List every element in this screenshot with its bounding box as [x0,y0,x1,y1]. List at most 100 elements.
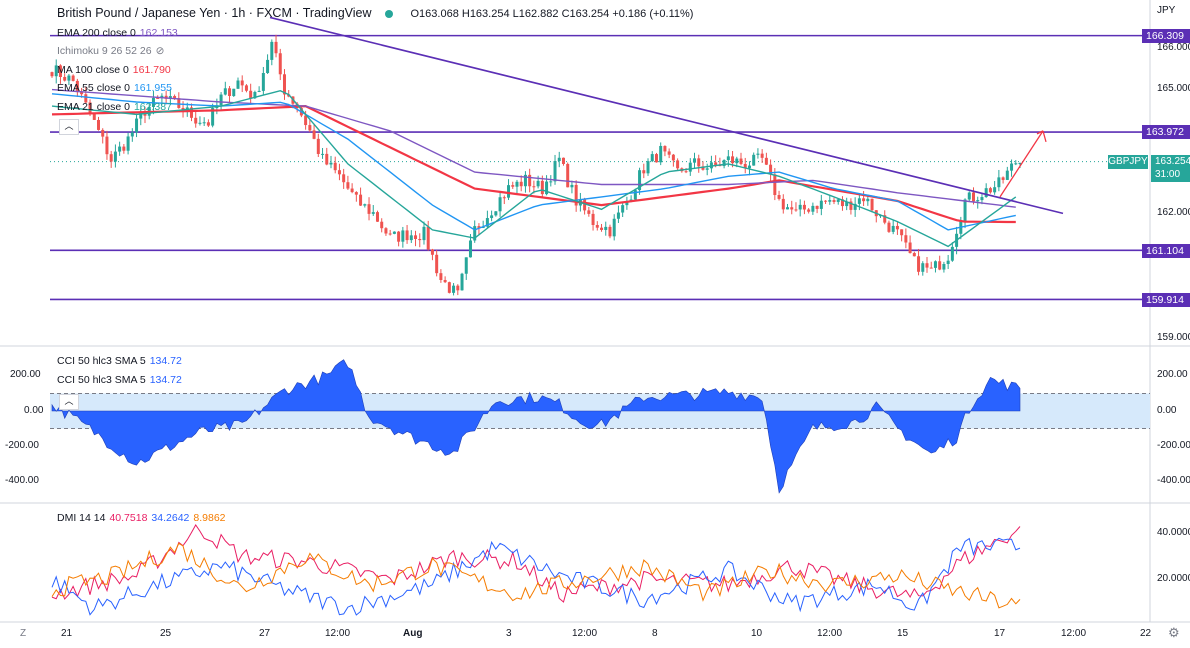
projection-arrow[interactable] [999,130,1044,198]
candle-body [1010,163,1014,171]
candle-body [549,181,553,183]
candle-body [337,170,341,175]
candle-body [773,174,777,196]
candle-body [980,197,984,201]
candle-body [638,170,642,191]
candle-body [612,218,616,237]
gear-icon[interactable]: ⚙ [1168,625,1180,640]
candle-body [857,198,861,204]
ema200-label: EMA 200 close 0 [57,27,136,39]
candle-body [50,72,54,77]
candle-body [570,184,574,188]
last-price-label[interactable]: 163.254 31:00 [1151,155,1190,182]
candle-body [984,188,988,198]
ma100-value: 161.790 [132,64,171,76]
candle-body [950,246,954,261]
candle-body [895,225,899,230]
legend-dmi[interactable]: DMI 14 14 40.7518 34.2642 8.9862 [57,512,226,524]
candle-body [693,158,697,163]
candle-body [350,188,354,193]
candle-body [126,136,130,151]
candle-body [67,75,71,81]
currency-label[interactable]: JPY [1157,5,1176,16]
candle-body [464,257,468,274]
candle-body [604,226,608,230]
candle-body [900,229,904,236]
candle-body [270,41,274,60]
candle-body [697,158,701,167]
legend-ichimoku[interactable]: Ichimoku 9 26 52 26 ⊘ [57,45,164,57]
legend-ema200[interactable]: EMA 200 close 0 162.153 [57,27,178,39]
legend-cci-2[interactable]: CCI 50 hlc3 SMA 5 134.72 [57,374,182,386]
candle-body [887,222,891,232]
candle-body [321,153,325,155]
candle-body [756,153,760,155]
candle-body [397,231,401,242]
candle-body [1005,170,1009,180]
candle-body [490,215,494,219]
candle-body [616,212,620,219]
candle-body [815,205,819,209]
candle-body [667,151,671,155]
candle-body [388,233,392,235]
candle-body [663,145,667,152]
candle-body [764,157,768,165]
candle-body [1001,177,1005,180]
legend-ma100[interactable]: MA 100 close 0 161.790 [57,64,171,76]
candle-body [430,249,434,255]
level-label-2[interactable]: 163.972 [1142,125,1190,139]
candle-body [739,158,743,164]
candle-body [870,198,874,211]
legend-cci-1[interactable]: CCI 50 hlc3 SMA 5 134.72 [57,355,182,367]
candle-body [168,96,172,99]
collapse-legend-button[interactable]: ︿ [59,119,79,135]
candle-body [811,205,815,212]
projection-arrowhead [1036,130,1047,143]
candle-body [84,94,88,103]
candle-body [621,205,625,213]
cci-tick-left: -400.00 [5,475,39,486]
eye-slash-icon[interactable]: ⊘ [155,45,165,57]
candle-body [109,154,113,162]
chart-title: British Pound / Japanese Yen · 1h · FXCM… [57,6,372,20]
cci2-label: CCI 50 hlc3 SMA 5 [57,374,146,386]
candle-body [54,65,58,77]
ma100-line[interactable] [51,104,1016,224]
candle-body [75,80,79,93]
level-label-3[interactable]: 161.104 [1142,244,1190,258]
collapse-cci-button[interactable]: ︿ [59,394,79,410]
dmi-plus-line[interactable] [51,524,1021,603]
cci-histogram[interactable] [51,359,1021,494]
candle-body [135,118,139,133]
candle-body [972,192,976,202]
symbol-badge[interactable]: GBPJPY [1108,155,1148,169]
candle-body [917,256,921,272]
cci-tick: -200.00 [1157,440,1190,451]
legend-ema55[interactable]: EMA 55 close 0 161.955 [57,82,172,94]
level-label-1[interactable]: 166.309 [1142,29,1190,43]
candle-body [828,200,832,202]
price-tick: 162.000 [1157,207,1190,218]
candle-body [502,197,506,199]
candle-body [274,41,278,54]
candle-body [333,162,337,171]
ema55-line[interactable] [51,93,1016,231]
candle-body [223,88,227,95]
ema55-value: 161.955 [133,82,172,94]
dmi-adx-line[interactable] [51,542,1021,609]
dmi-tick: 20.0000 [1157,573,1190,584]
ema200-line[interactable] [51,88,1016,208]
candle-body [253,91,257,99]
candle-body [574,184,578,206]
timezone-icon[interactable]: Z [20,628,27,639]
candle-body [726,156,730,161]
price-tick: 159.000 [1157,332,1190,343]
candle-body [650,154,654,162]
legend-ema21[interactable]: EMA 21 close 0 162.387 [57,101,172,113]
candle-body [600,227,604,230]
ema21-line[interactable] [51,89,1017,248]
level-label-4[interactable]: 159.914 [1142,293,1190,307]
trendline[interactable] [269,16,1064,215]
candle-body [929,267,933,269]
